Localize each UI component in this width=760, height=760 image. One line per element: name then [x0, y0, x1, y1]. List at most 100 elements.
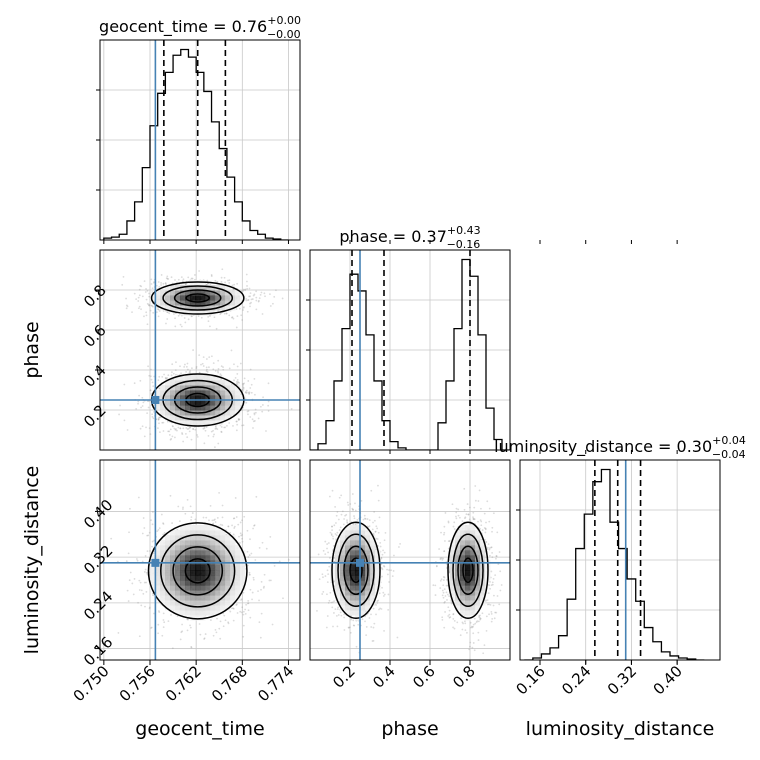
sample-point [209, 504, 212, 507]
sample-point [189, 505, 192, 508]
sample-point [259, 405, 262, 408]
density-cell [160, 545, 166, 551]
density-cell [195, 550, 201, 556]
sample-point [383, 630, 385, 632]
sample-point [181, 280, 184, 283]
density-cell [170, 600, 176, 606]
sample-point [162, 421, 165, 424]
sample-point [140, 285, 143, 288]
sample-point [239, 541, 241, 544]
density-cell [185, 595, 191, 601]
sample-point [146, 302, 149, 305]
sample-point [253, 412, 256, 415]
density-cell [185, 290, 191, 296]
sample-point [157, 308, 160, 311]
sample-point [171, 522, 173, 524]
sample-point [157, 379, 160, 382]
density-cell [165, 400, 171, 406]
sample-point [235, 516, 238, 518]
density-cell [200, 570, 206, 576]
density-cell [185, 580, 191, 586]
sample-point [259, 636, 262, 639]
density-cell [215, 380, 221, 386]
density-cell [160, 600, 166, 606]
sample-point [263, 573, 266, 576]
sample-point [245, 299, 248, 302]
density-cell [215, 585, 221, 591]
sample-point [387, 609, 390, 611]
sample-point [316, 610, 318, 612]
sample-point [235, 420, 238, 423]
sample-point [246, 602, 249, 605]
sample-point [392, 570, 395, 572]
sample-point [117, 632, 120, 634]
sample-point [329, 557, 331, 559]
density-cell [235, 580, 241, 586]
sample-point [336, 511, 339, 513]
sample-point [197, 315, 200, 318]
sample-point [227, 279, 229, 282]
sample-point [138, 288, 141, 291]
density-cell [190, 530, 196, 536]
density-cell [225, 605, 231, 611]
sample-point [249, 305, 251, 308]
sample-point [173, 427, 176, 430]
density-cell [240, 585, 246, 591]
sample-point [165, 322, 167, 325]
sample-point [236, 282, 239, 285]
sample-point [237, 418, 240, 421]
sample-point [217, 370, 219, 373]
sample-point [326, 543, 329, 545]
sample-point [225, 312, 228, 315]
density-cell [155, 575, 161, 581]
sample-point [220, 422, 223, 425]
density-cell [215, 605, 221, 611]
sample-point [238, 418, 241, 421]
sample-point [249, 387, 252, 389]
density-cell [175, 400, 181, 406]
density-cell [195, 585, 201, 591]
sample-point [161, 375, 164, 378]
density-cell [220, 530, 226, 536]
density-cell [195, 285, 201, 291]
contour-line [184, 558, 211, 584]
sample-point [353, 517, 356, 520]
sample-point [247, 556, 250, 558]
sample-point [354, 523, 357, 526]
sample-point [188, 371, 191, 374]
density-cell [210, 290, 216, 296]
density-cell [215, 575, 221, 581]
sample-point [275, 289, 277, 292]
sample-point [181, 630, 184, 633]
density-cell [220, 535, 226, 541]
density-cell [185, 605, 191, 611]
density-cell [165, 380, 171, 386]
sample-point [260, 291, 263, 294]
sample-point [332, 625, 334, 628]
density-cell [150, 295, 156, 301]
sample-point [242, 307, 245, 309]
sample-point [143, 315, 145, 318]
sample-point [177, 426, 180, 429]
density-cell [155, 595, 161, 601]
density-layer [110, 491, 290, 650]
sample-point [245, 603, 248, 606]
density-cell [220, 405, 226, 411]
sample-point [151, 416, 154, 418]
sample-point [327, 551, 330, 554]
sample-point [244, 288, 247, 291]
sample-point [167, 374, 170, 377]
sample-point [376, 538, 379, 540]
sample-point [157, 623, 160, 626]
sample-point [246, 564, 249, 567]
density-cell [180, 405, 186, 411]
density-cell [195, 540, 201, 546]
density-cell [190, 310, 196, 316]
sample-point [321, 593, 324, 595]
sample-point [173, 313, 175, 315]
density-cell [205, 375, 211, 381]
sample-point [253, 393, 256, 396]
density-cell [200, 540, 206, 546]
sample-point [137, 307, 140, 310]
density-cell [190, 395, 196, 401]
